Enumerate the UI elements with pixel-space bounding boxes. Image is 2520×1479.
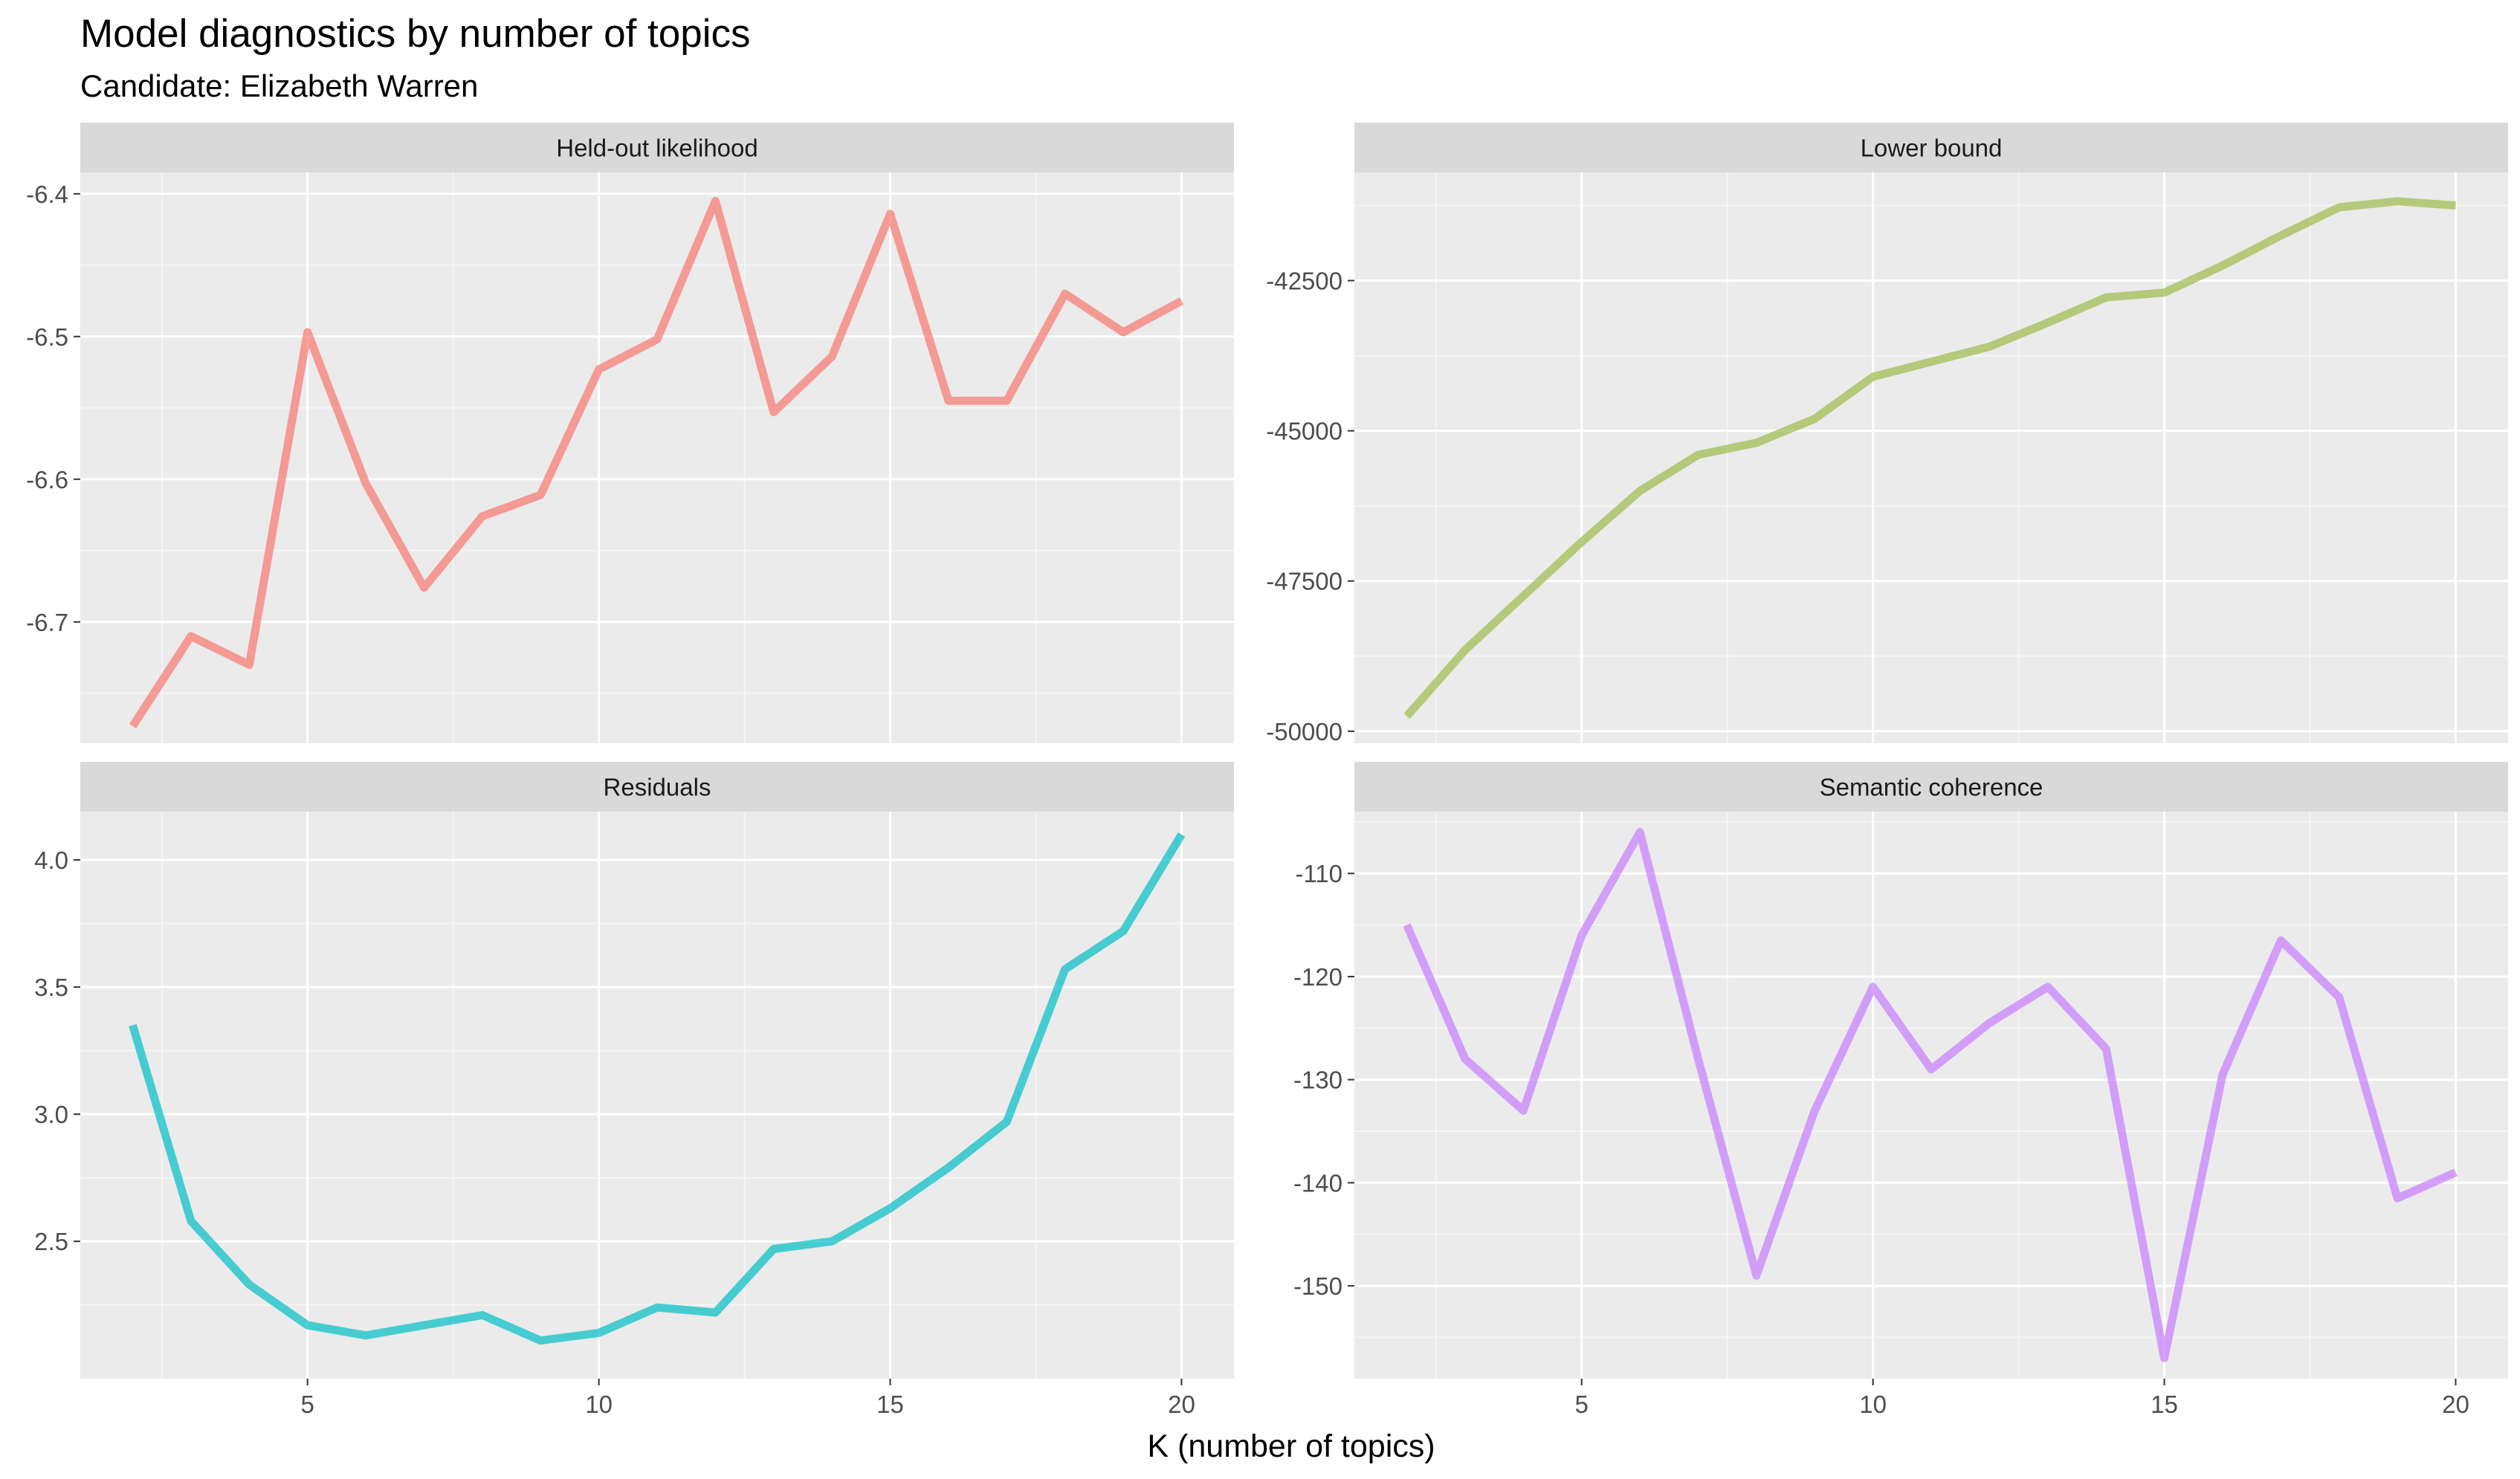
facet-strip [1354, 762, 2508, 812]
series-line-semantic-coherence [1403, 828, 2458, 1362]
chart-subtitle: Candidate: Elizabeth Warren [80, 68, 478, 103]
x-tick-label: 10 [1859, 1391, 1887, 1418]
y-tick-label: -45000 [1266, 418, 1343, 445]
x-tick-label: 10 [585, 1391, 613, 1418]
y-tick-label: -50000 [1266, 718, 1343, 745]
panel-background [80, 812, 1234, 1379]
y-tick-label: -6.5 [26, 323, 68, 351]
series-line-residuals [129, 832, 1186, 1345]
facet-strip-label: Held-out likelihood [556, 135, 758, 162]
panel-background [1354, 172, 2508, 743]
y-tick-label: 3.0 [34, 1101, 68, 1128]
facet-strip [80, 762, 1234, 812]
y-tick-label: -6.7 [26, 609, 68, 636]
y-tick-label: -6.6 [26, 466, 68, 493]
y-tick-label: -42500 [1266, 268, 1343, 295]
facet-strip-label: Lower bound [1861, 135, 2003, 162]
y-tick-label: -110 [1295, 860, 1343, 887]
panel-semantic-coherence: Semantic coherence -150 -140 -130 -120 -110 5 1… [1293, 762, 2508, 1418]
y-tick-label: 4.0 [34, 847, 68, 874]
x-tick-label: 5 [1575, 1391, 1589, 1418]
facet-strip-label: Residuals [604, 774, 711, 801]
panel-lower-bound: Lower bound -50000 -47500 -45000 -42500 [1266, 123, 2508, 745]
panel-held-out-likelihood: Held-out likelihood -6.7 -6.6 -6.5 -6.4 [26, 123, 1234, 743]
x-axis-title: K (number of topics) [1147, 1428, 1435, 1464]
x-tick-label: 15 [2151, 1391, 2178, 1418]
facet-panels: Held-out likelihood -6.7 -6.6 -6.5 -6.4 Lower… [26, 123, 2508, 1418]
panel-background [1354, 812, 2508, 1379]
panel-residuals: Residuals 2.5 3.0 3.5 4.0 5 10 15 20 [34, 762, 1234, 1418]
x-tick-label: 20 [1168, 1391, 1195, 1418]
x-tick-label: 15 [876, 1391, 904, 1418]
y-tick-label: -130 [1293, 1067, 1343, 1094]
y-tick-label: 2.5 [34, 1228, 68, 1255]
y-tick-label: -47500 [1266, 568, 1343, 595]
chart-title: Model diagnostics by number of topics [80, 12, 750, 56]
facet-strip [80, 123, 1234, 172]
facet-strip-label: Semantic coherence [1820, 774, 2044, 801]
y-tick-label: -6.4 [26, 181, 68, 208]
x-tick-label: 20 [2442, 1391, 2469, 1418]
y-tick-label: -140 [1293, 1169, 1343, 1197]
series-line-held-out-likelihood [129, 196, 1184, 728]
y-tick-label: -150 [1293, 1272, 1343, 1300]
x-tick-label: 5 [301, 1391, 314, 1418]
panel-background [80, 172, 1234, 743]
y-tick-label: 3.5 [34, 974, 68, 1001]
y-tick-label: -120 [1293, 963, 1343, 991]
facet-strip [1354, 123, 2508, 172]
series-line-lower-bound [1403, 197, 2456, 719]
